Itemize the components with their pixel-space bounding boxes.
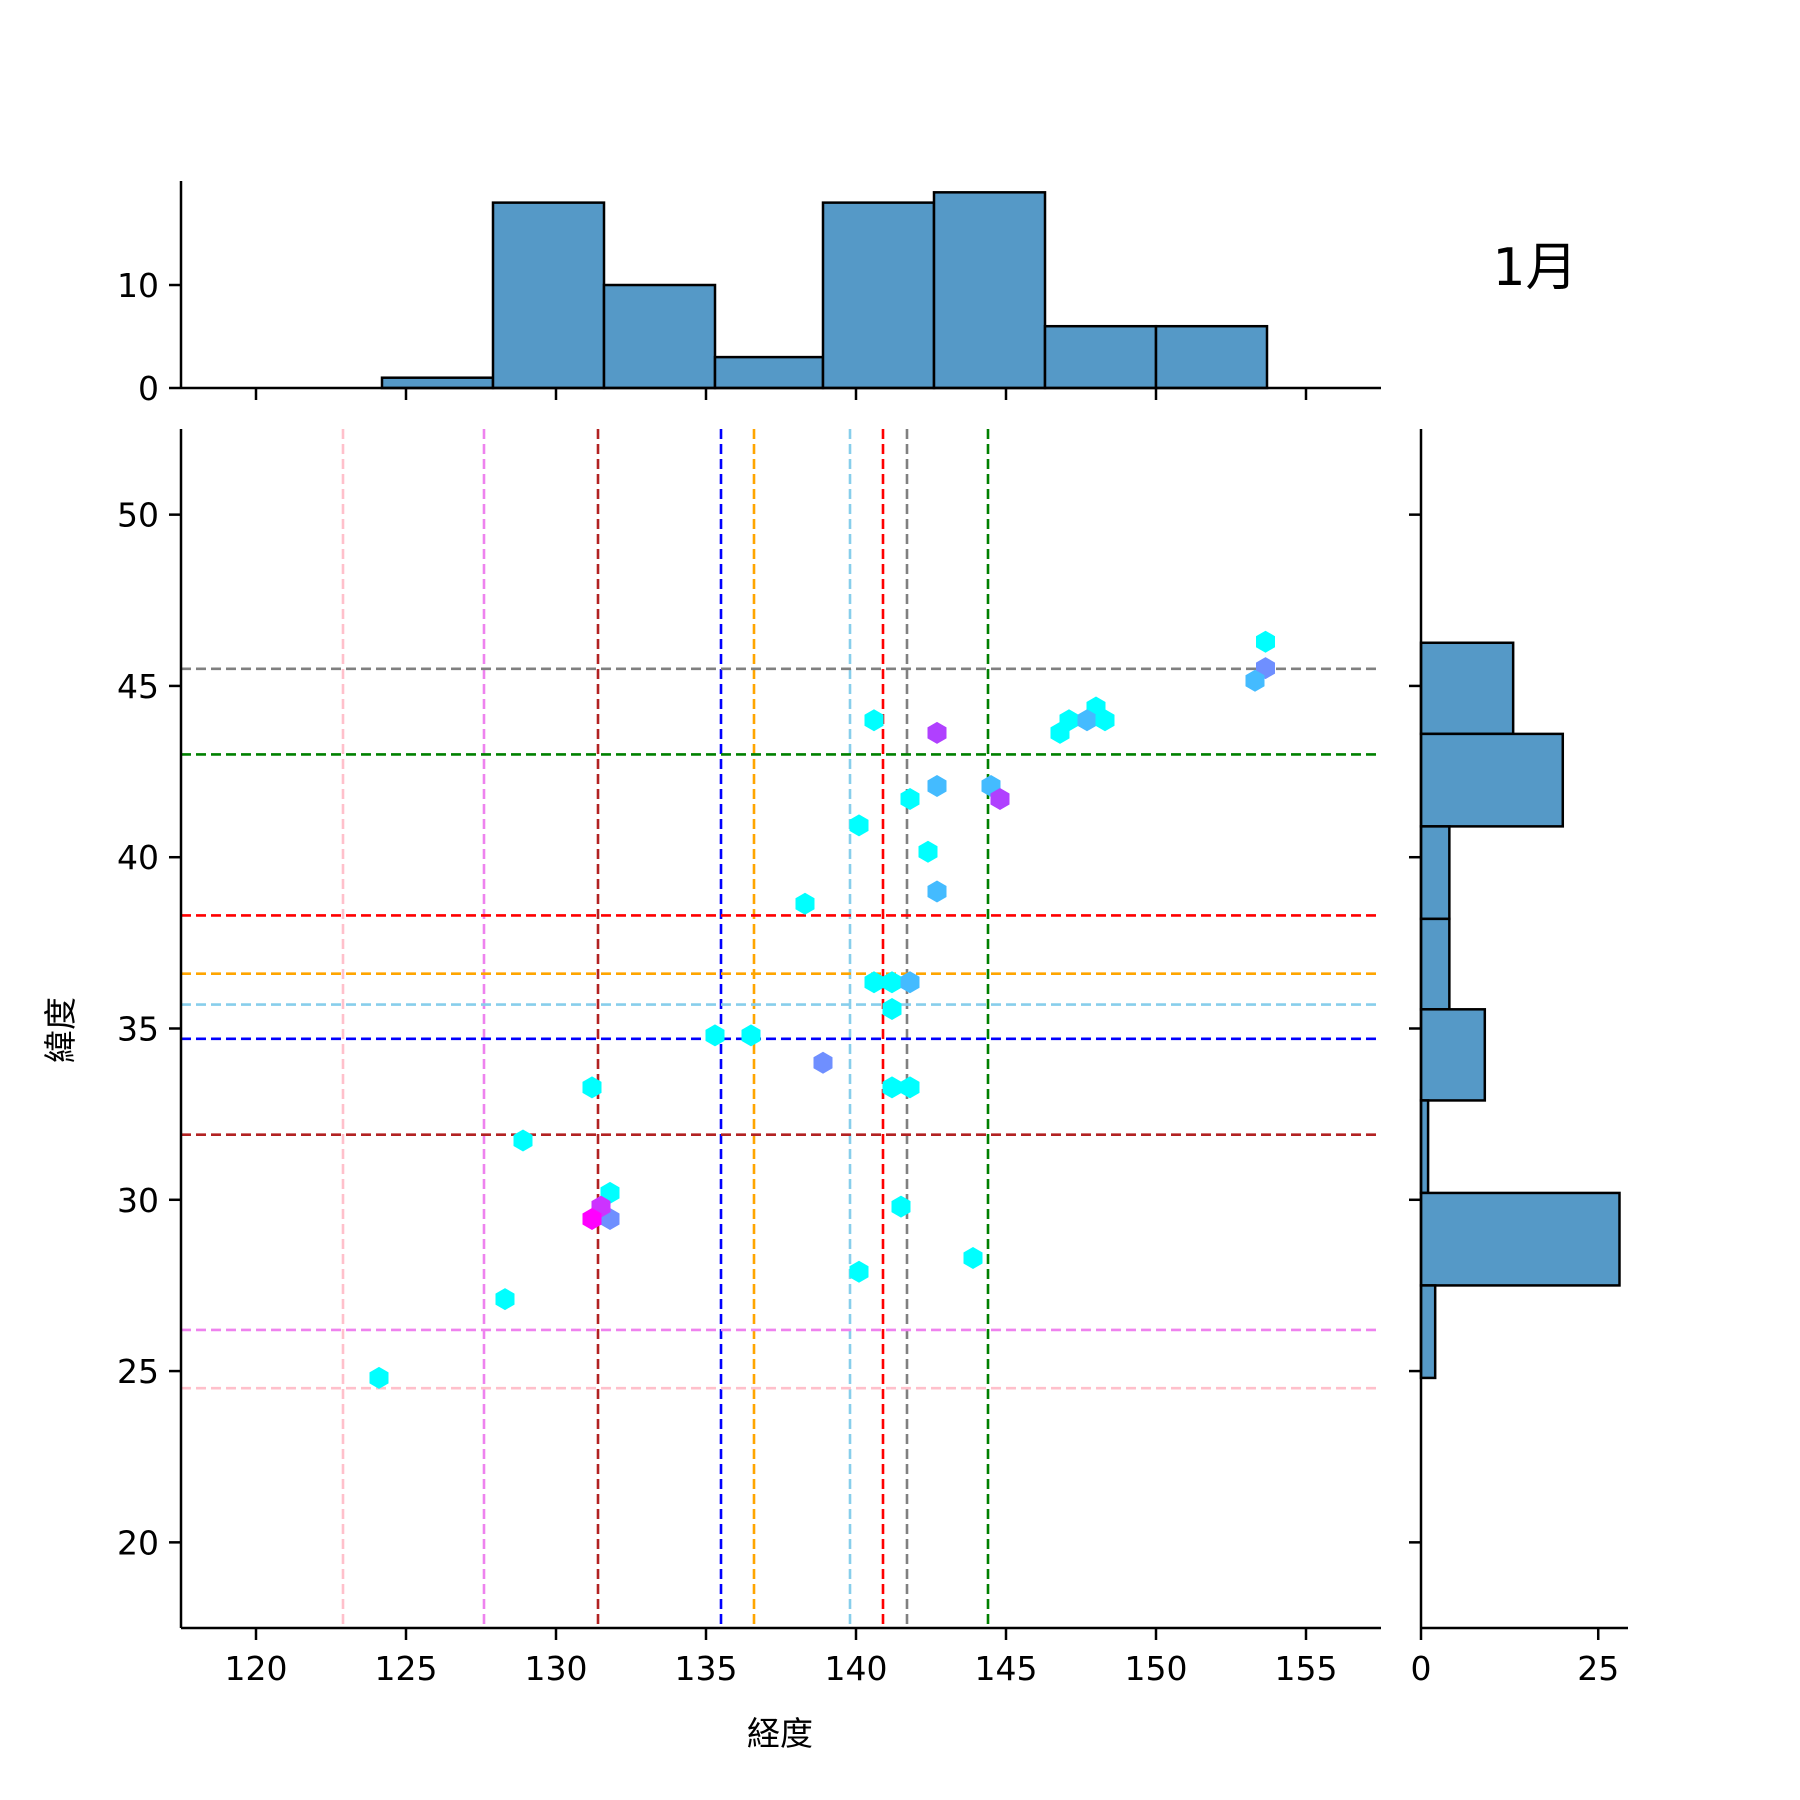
hexbin-point (849, 814, 869, 837)
hexbin-point (864, 971, 884, 994)
y-tick-label: 30 (117, 1181, 159, 1220)
histogram-bar (1419, 1284, 1437, 1380)
right-x-tick-label: 0 (1411, 1649, 1432, 1688)
histogram-bar (602, 283, 717, 390)
hexbin-point (1095, 709, 1115, 732)
y-axis-label: 緯度 (41, 997, 80, 1063)
histogram-bar (932, 191, 1047, 390)
hexbin-point (900, 971, 920, 994)
x-tick-label: 150 (1125, 1649, 1188, 1688)
histogram-bar (1419, 1008, 1487, 1102)
histogram-bar (1419, 1191, 1621, 1287)
hexbin-point (900, 788, 920, 810)
right-histogram-axes: 0 25 (1409, 429, 1628, 1688)
hexbin-point (963, 1247, 983, 1269)
histogram-bar (1419, 917, 1451, 1011)
top-y-tick-label: 0 (138, 369, 159, 408)
y-tick-label: 35 (117, 1010, 159, 1049)
hexbin-point (795, 892, 815, 915)
hexbin-point (582, 1208, 602, 1230)
hexbin-point (927, 721, 947, 744)
histogram-bar (491, 201, 606, 390)
hexbin-point (864, 709, 884, 732)
x-tick-label: 120 (225, 1649, 288, 1688)
hexbin-point (918, 840, 938, 863)
main-scatter-axes: 120 125 130 135 140 145 150 155 20 25 30 35 40 45 50 (117, 429, 1381, 1688)
top-y-tick-label: 10 (117, 266, 159, 305)
top-histogram-axes: 0 10 (117, 181, 1381, 408)
hexbin-point (882, 1076, 902, 1099)
chart-title: 1月 (1492, 238, 1577, 298)
hexbin-point (927, 880, 947, 903)
x-tick-label: 145 (975, 1649, 1038, 1688)
hexbin-point (705, 1024, 725, 1047)
y-tick-label: 20 (117, 1523, 159, 1562)
histogram-bar (713, 355, 825, 390)
hexbin-point (1077, 709, 1097, 732)
x-tick-label: 140 (825, 1649, 888, 1688)
hexbin-point (741, 1024, 761, 1047)
histogram-bar (821, 201, 936, 390)
hexbin-point (582, 1076, 602, 1099)
hexbin-point (882, 971, 902, 994)
hexbin-point (495, 1288, 515, 1311)
hexbin-point (882, 998, 902, 1020)
y-tick-label: 45 (117, 667, 159, 706)
hexbin-point (927, 775, 947, 797)
histogram-bar (1419, 641, 1515, 736)
y-tick-label: 40 (117, 838, 159, 877)
y-tick-label: 50 (117, 496, 159, 535)
hexbin-point (369, 1366, 389, 1389)
hexbin-point (813, 1051, 833, 1074)
x-tick-label: 135 (675, 1649, 738, 1688)
histogram-bar (380, 376, 495, 390)
x-axis-label: 経度 (747, 1714, 813, 1753)
hexbin-point (513, 1129, 533, 1152)
hexbin-point (1256, 630, 1275, 653)
hexbin-point (1050, 721, 1070, 744)
histogram-bar (1419, 732, 1565, 828)
y-tick-label: 25 (117, 1352, 159, 1391)
histogram-bar (1043, 324, 1158, 390)
x-tick-label: 155 (1275, 1649, 1338, 1688)
right-x-tick-label: 25 (1577, 1649, 1619, 1688)
hexbin-point (849, 1260, 869, 1283)
hexbin-point (891, 1195, 911, 1218)
x-tick-label: 125 (375, 1649, 438, 1688)
hexbin-point (900, 1076, 920, 1099)
hexbin-point (990, 788, 1010, 810)
histogram-bar (1154, 324, 1269, 390)
histogram-bar (1419, 825, 1451, 921)
hexbin-point (1245, 669, 1265, 692)
x-tick-label: 130 (525, 1649, 588, 1688)
